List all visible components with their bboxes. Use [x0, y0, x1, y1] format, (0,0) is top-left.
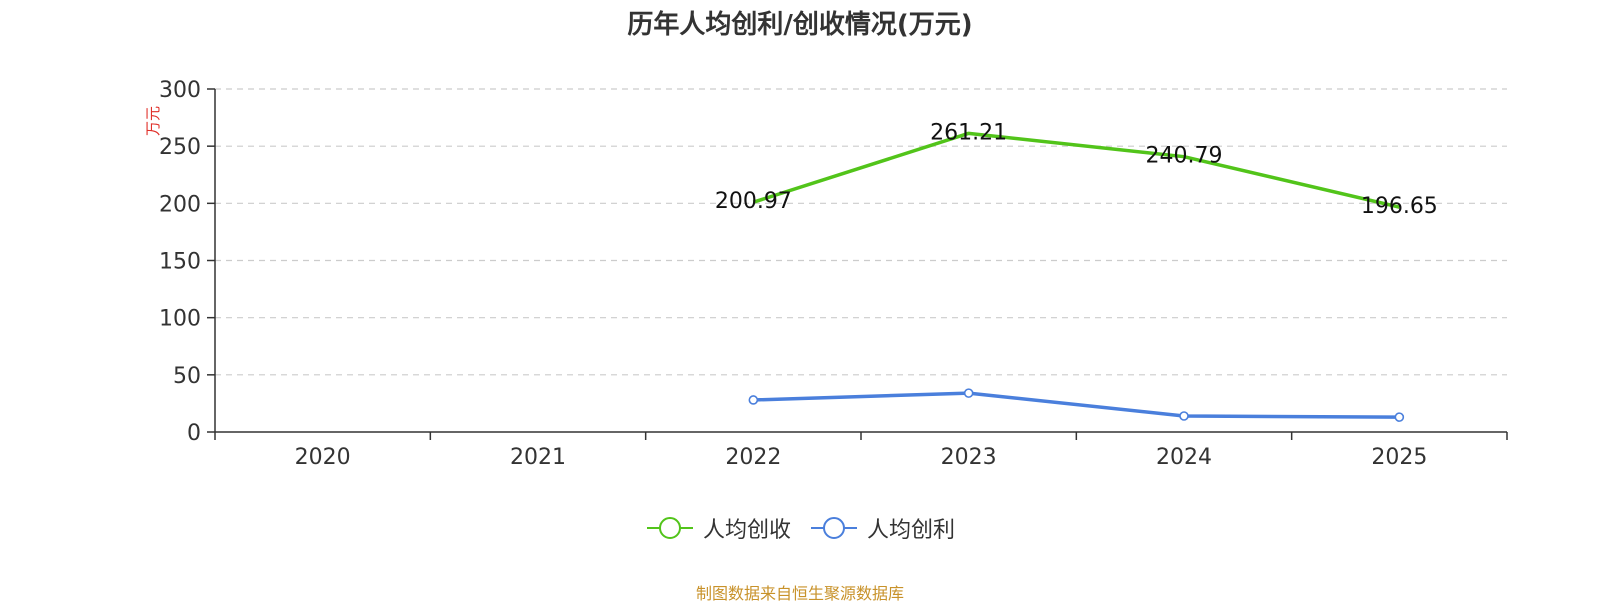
y-tick-label: 200 — [159, 192, 201, 217]
data-point — [963, 388, 974, 398]
legend-label: 人均创收 — [702, 518, 791, 543]
legend-item[interactable]: 人均创利 — [809, 512, 955, 544]
x-tick-label: 2025 — [1371, 445, 1427, 470]
grid-lines — [215, 88, 1507, 376]
x-tick-label: 2020 — [295, 445, 351, 470]
chart-title: 历年人均创利/创收情况(万元) — [627, 10, 973, 40]
legend: 人均创收 人均创利 — [0, 512, 1600, 544]
x-tick-label: 2022 — [725, 445, 781, 470]
x-tick-label: 2023 — [941, 445, 997, 470]
series-line-0 — [752, 131, 1400, 209]
y-tick-label: 0 — [187, 421, 201, 446]
data-label: 240.79 — [1146, 144, 1223, 169]
y-tick-label: 100 — [159, 307, 201, 332]
y-axis-unit-label: 万元 — [144, 106, 162, 136]
y-tick-label: 300 — [159, 78, 201, 103]
x-tick-label: 2021 — [510, 445, 566, 470]
source-note: 制图数据来自恒生聚源数据库 — [695, 584, 904, 603]
data-labels: 200.97 261.21 240.79 196.65 — [715, 120, 1438, 219]
legend-swatch-icon — [811, 517, 857, 539]
data-point — [1179, 411, 1189, 421]
y-tick-label: 150 — [159, 250, 201, 275]
series-line-1 — [753, 391, 1400, 419]
legend-swatch-marker — [658, 517, 681, 539]
data-point — [748, 395, 759, 405]
axes: 0 50 100 150 200 250 300 2020 2021 2022 2023 2024 20… — [159, 78, 1508, 470]
data-label: 261.21 — [930, 120, 1007, 145]
data-label: 200.97 — [715, 189, 792, 214]
data-point — [1394, 412, 1405, 422]
series-lines — [748, 131, 1405, 422]
legend-swatch-marker — [823, 517, 845, 539]
legend-swatch-icon — [646, 517, 693, 539]
data-label: 196.65 — [1361, 194, 1438, 219]
legend-item[interactable]: 人均创收 — [645, 512, 791, 544]
legend-label: 人均创利 — [867, 518, 956, 543]
y-tick-label: 250 — [159, 135, 201, 160]
y-tick-label: 50 — [173, 364, 201, 389]
x-tick-label: 2024 — [1156, 445, 1212, 470]
